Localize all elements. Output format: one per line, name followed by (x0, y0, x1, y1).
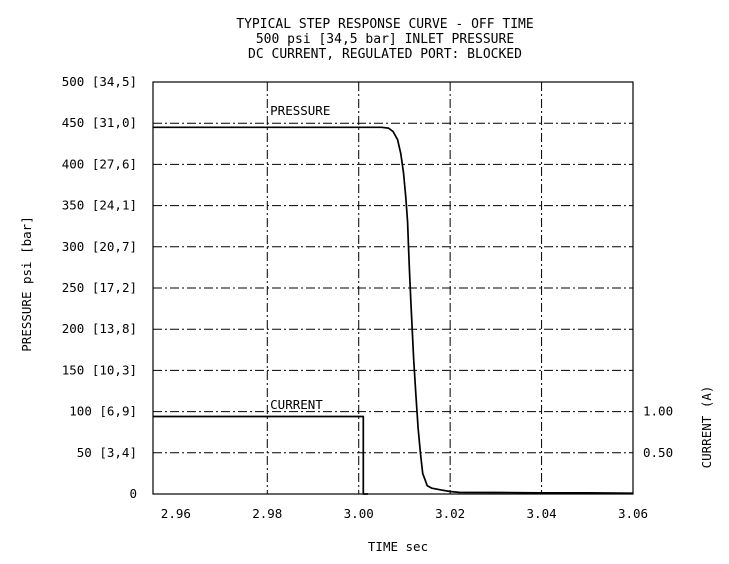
y-tick-label: 500 [34,5] (62, 74, 137, 89)
x-tick-label: 2.96 (161, 506, 191, 521)
series-labels: PRESSURE CURRENT (270, 103, 330, 412)
chart-title-line: 500 psi [34,5 bar] INLET PRESSURE (256, 32, 514, 47)
grid-lines (153, 82, 633, 494)
series-layer (153, 126, 634, 495)
y-tick-label: 300 [20,7] (62, 239, 137, 254)
chart-title-line: DC CURRENT, REGULATED PORT: BLOCKED (248, 47, 522, 62)
chart-title-line: TYPICAL STEP RESPONSE CURVE - OFF TIME (236, 17, 533, 32)
y2-axis-label: CURRENT (A) (699, 386, 714, 469)
x-tick-label: 3.06 (618, 506, 648, 521)
y2-tick-label: 0.50 (643, 445, 673, 460)
y2-tick-label: 1.00 (643, 404, 673, 419)
series-line-current (153, 415, 368, 495)
y-axis-label: PRESSURE psi [bar] (19, 216, 34, 351)
x-tick-label: 3.02 (435, 506, 465, 521)
y-tick-label: 200 [13,8] (62, 321, 137, 336)
y2-axis-ticks: 0.50 1.00 (643, 404, 673, 460)
x-tick-label: 2.98 (252, 506, 282, 521)
y-tick-label: 350 [24,1] (62, 198, 137, 213)
x-tick-label: 3.00 (344, 506, 374, 521)
y-axis-ticks: 0 50 [3,4] 100 [6,9] 150 [10,3] 200 [13,8] 25… (62, 74, 137, 501)
y-tick-label: 450 [31,0] (62, 115, 137, 130)
x-tick-label: 3.04 (527, 506, 557, 521)
y-tick-label: 150 [10,3] (62, 362, 137, 377)
y-tick-label: 250 [17,2] (62, 280, 137, 295)
y-tick-label: 50 [3,4] (77, 445, 137, 460)
x-axis-ticks: 2.96 2.98 3.00 3.02 3.04 3.06 (161, 506, 648, 521)
series-label-pressure: PRESSURE (270, 103, 330, 118)
series-label-current: CURRENT (270, 397, 323, 412)
y-tick-label: 0 (129, 486, 137, 501)
series-line-pressure (153, 126, 634, 495)
plot-frame (152, 81, 634, 495)
y-tick-label: 100 [6,9] (69, 404, 137, 419)
x-axis-label: TIME sec (368, 539, 428, 554)
chart-title: TYPICAL STEP RESPONSE CURVE - OFF TIME50… (236, 17, 533, 62)
y-tick-label: 400 [27,6] (62, 156, 137, 171)
